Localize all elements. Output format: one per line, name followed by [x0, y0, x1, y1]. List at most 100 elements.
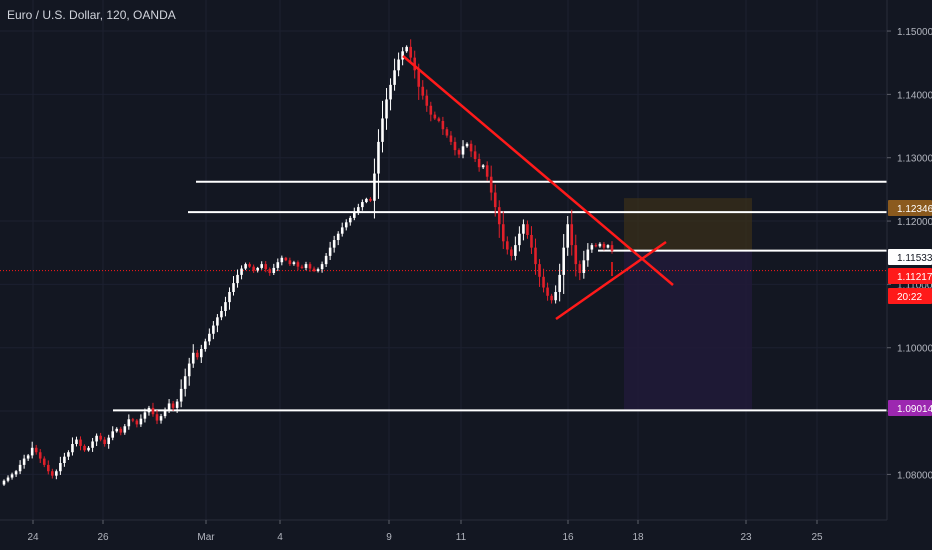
price-label-box	[888, 249, 932, 265]
candle-body	[296, 262, 300, 267]
candle-body	[393, 70, 396, 85]
price-tick-label: 1.12000	[897, 217, 932, 228]
candle-body	[489, 176, 493, 193]
candle-body	[42, 458, 46, 465]
ascending-trendline	[555, 240, 667, 321]
price-label-box	[888, 288, 932, 304]
candle-body	[389, 84, 392, 100]
candle-body	[538, 264, 541, 277]
candle-body	[578, 264, 582, 273]
price-label-text: 1.12346	[897, 204, 932, 215]
candle-body	[288, 260, 292, 265]
candle-body	[514, 245, 517, 256]
candle-body	[280, 257, 284, 263]
candle-body	[425, 95, 429, 106]
candle-body	[300, 266, 304, 268]
candle-body	[357, 207, 360, 213]
candle-body	[276, 262, 280, 268]
time-tick-label: 9	[386, 532, 392, 543]
time-tick-label: 24	[27, 532, 39, 543]
candle-body	[159, 416, 163, 421]
candle-body	[304, 264, 308, 268]
candle-body	[212, 325, 215, 334]
candle-body	[340, 227, 344, 234]
candle-body	[292, 262, 296, 265]
candle-body	[526, 224, 529, 235]
candle-body	[477, 158, 481, 168]
candle-body	[252, 266, 255, 271]
candle-body	[10, 474, 14, 478]
candle-body	[127, 419, 131, 427]
candle-body	[332, 240, 336, 248]
candle-body	[574, 245, 578, 265]
candle-body	[493, 192, 497, 208]
candle-body	[30, 447, 34, 456]
grid	[0, 0, 887, 520]
candle-body	[26, 455, 30, 459]
candle-body	[610, 245, 614, 251]
time-tick-label: 18	[632, 532, 644, 543]
time-tick-label: 25	[811, 532, 823, 543]
candle-body	[473, 151, 477, 159]
candle-body	[320, 264, 324, 270]
candle-body	[2, 480, 6, 485]
candle-body	[582, 260, 586, 273]
candle-body	[260, 264, 263, 268]
candle-body	[562, 247, 565, 275]
time-tick-label: Mar	[197, 532, 215, 543]
candle-body	[224, 302, 227, 311]
candle-body	[586, 249, 590, 261]
candle-body	[175, 401, 179, 408]
candle-body	[361, 202, 364, 208]
candle-body	[75, 439, 78, 444]
candle-body	[195, 352, 199, 358]
candles	[2, 39, 614, 486]
price-label-text: 1.11217	[897, 272, 932, 283]
candle-body	[67, 452, 70, 457]
candle-body	[183, 376, 187, 389]
candle-body	[103, 439, 106, 444]
candle-body	[542, 276, 545, 288]
candle-body	[550, 295, 553, 301]
trendlines	[402, 55, 674, 321]
candle-body	[566, 224, 570, 248]
time-tick-label: 23	[740, 532, 752, 543]
candle-body	[244, 264, 247, 269]
candle-body	[111, 431, 115, 438]
price-label-text: 1.11533	[897, 253, 932, 264]
take-profit-zone	[624, 250, 752, 411]
candle-body	[59, 462, 62, 472]
price-tick-label: 1.08000	[897, 470, 932, 481]
candle-body	[510, 249, 513, 256]
candle-body	[284, 257, 288, 261]
candle-body	[264, 264, 268, 270]
candle-body	[385, 99, 388, 119]
candle-body	[147, 407, 151, 413]
candle-body	[409, 46, 412, 58]
candle-body	[397, 59, 400, 71]
candle-body	[606, 245, 610, 248]
time-tick-label: 16	[562, 532, 574, 543]
candle-body	[602, 243, 606, 248]
candle-body	[316, 269, 320, 272]
candle-body	[381, 118, 384, 142]
candle-body	[115, 428, 119, 432]
candle-body	[63, 456, 66, 463]
candle-body	[328, 247, 332, 256]
candle-body	[497, 207, 501, 225]
candle-body	[139, 418, 143, 425]
price-label-box	[888, 400, 932, 416]
candle-body	[204, 341, 207, 349]
candle-body	[401, 51, 404, 60]
candle-body	[18, 464, 22, 472]
candle-body	[465, 143, 469, 147]
time-axis[interactable]: 24 26 Mar 4 9 11 16 18 23 25	[27, 520, 823, 543]
candle-body	[232, 283, 235, 292]
price-tick-label: 1.14000	[897, 90, 932, 101]
candle-body	[506, 241, 509, 250]
candle-body	[324, 255, 328, 265]
candle-body	[51, 471, 54, 476]
candle-body	[590, 245, 594, 250]
candle-body	[336, 233, 340, 241]
